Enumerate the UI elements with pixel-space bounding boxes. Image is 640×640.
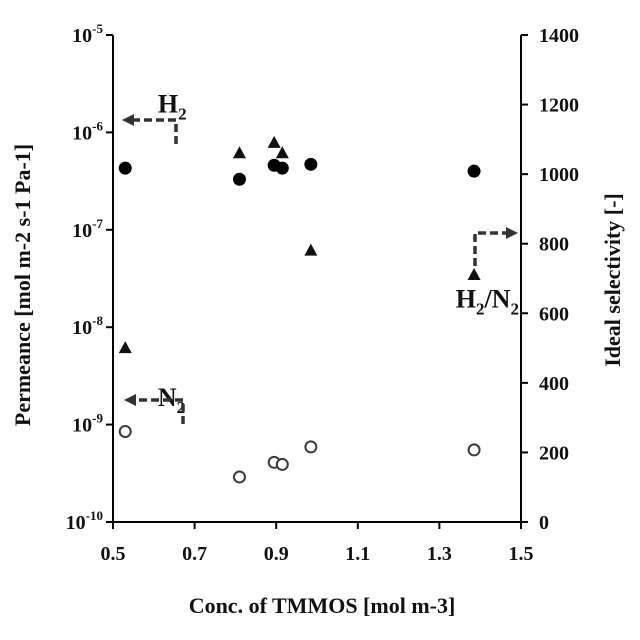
n2-permeance-point — [234, 471, 245, 482]
left-y-axis-ticks: 10-10 10-9 10-8 10-7 10-6 10-5 — [66, 21, 113, 534]
selectivity-axis-arrow — [475, 233, 508, 266]
y-right-tick-label: 1400 — [539, 25, 579, 47]
n2-permeance-point — [120, 426, 131, 437]
x-tick-label: 1.1 — [345, 543, 370, 565]
y-left-tick-label: 10-8 — [72, 313, 103, 339]
x-tick-label: 1.5 — [509, 543, 534, 565]
n2-axis-arrow-head — [124, 394, 136, 406]
h2-axis-arrow — [132, 120, 176, 144]
x-axis-ticks: 0.5 0.7 0.9 1.1 1.3 1.5 — [101, 522, 534, 565]
y-right-tick-label: 200 — [539, 442, 569, 464]
x-tick-label: 0.7 — [182, 543, 207, 565]
right-y-axis-title: Ideal selectivity [-] — [600, 193, 625, 367]
selectivity-point — [119, 341, 132, 353]
selectivity-point — [276, 146, 289, 158]
y-right-tick-label: 0 — [539, 512, 549, 534]
right-y-axis-ticks: 0 200 400 600 800 1000 1200 1400 — [521, 25, 579, 534]
x-tick-label: 1.3 — [427, 543, 452, 565]
y-left-tick-label: 10-9 — [72, 411, 103, 437]
h2-permeance-point — [468, 165, 481, 178]
h2-permeance-point — [276, 162, 289, 175]
y-right-tick-label: 600 — [539, 303, 569, 325]
data-points — [119, 136, 481, 483]
annotations: H2N2H2/N2 — [122, 90, 519, 424]
h2-permeance-point — [233, 173, 246, 186]
selectivity-point — [233, 146, 246, 158]
selectivity-axis-arrow-head — [506, 227, 518, 239]
h2-permeance-point — [119, 162, 132, 175]
n2-permeance-point — [469, 444, 480, 455]
selectivity-point — [304, 244, 317, 256]
y-right-tick-label: 400 — [539, 373, 569, 395]
left-y-axis-title: Permeance [mol m-2 s-1 Pa-1] — [10, 144, 35, 426]
selectivity-point — [468, 268, 481, 280]
x-axis-title: Conc. of TMMOS [mol m-3] — [189, 593, 456, 618]
n2-permeance-point — [277, 459, 288, 470]
series-annotation-label: H2/N2 — [456, 284, 519, 318]
y-right-tick-label: 1200 — [539, 95, 579, 117]
n2-permeance-point — [305, 441, 316, 452]
h2-permeance-point — [304, 158, 317, 171]
selectivity-point — [268, 136, 281, 148]
x-tick-label: 0.5 — [101, 543, 126, 565]
y-right-tick-label: 800 — [539, 234, 569, 256]
x-tick-label: 0.9 — [264, 543, 289, 565]
h2-axis-arrow-head — [122, 114, 134, 126]
y-left-tick-label: 10-10 — [66, 508, 103, 534]
y-left-tick-label: 10-5 — [72, 21, 103, 47]
y-left-tick-label: 10-7 — [72, 216, 103, 242]
y-right-tick-label: 1000 — [539, 164, 579, 186]
y-left-tick-label: 10-6 — [72, 118, 103, 144]
